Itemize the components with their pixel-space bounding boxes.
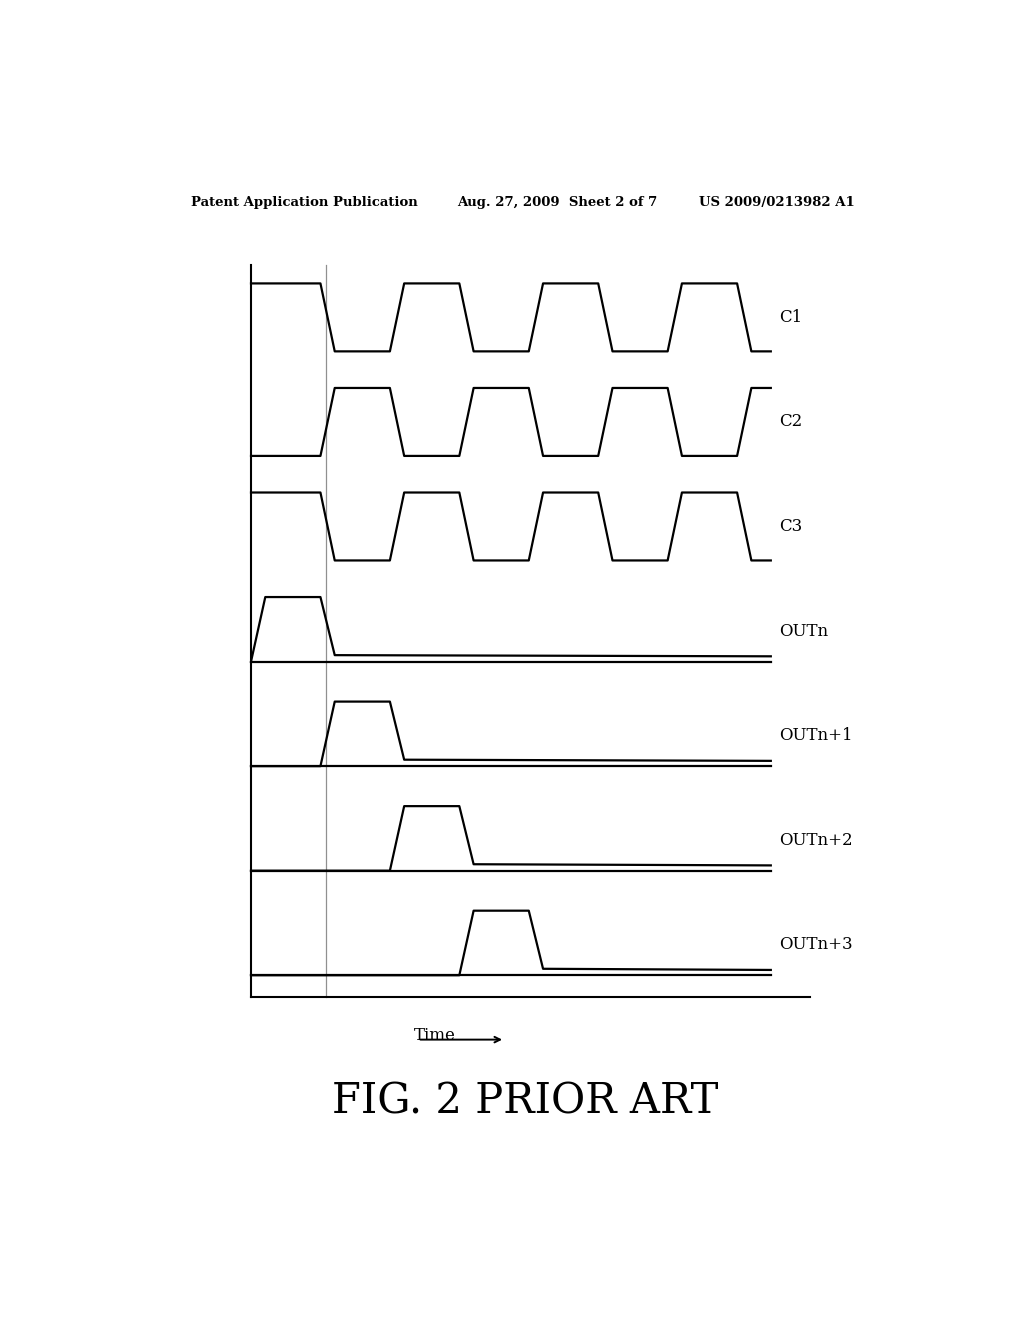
Text: FIG. 2 PRIOR ART: FIG. 2 PRIOR ART — [332, 1081, 718, 1122]
Text: C3: C3 — [779, 517, 802, 535]
Text: Patent Application Publication: Patent Application Publication — [191, 195, 418, 209]
Text: Time: Time — [414, 1027, 456, 1044]
Text: OUTn: OUTn — [779, 623, 827, 639]
Text: C2: C2 — [779, 413, 802, 430]
Text: C1: C1 — [779, 309, 802, 326]
Text: US 2009/0213982 A1: US 2009/0213982 A1 — [699, 195, 855, 209]
Text: OUTn+3: OUTn+3 — [779, 936, 852, 953]
Text: OUTn+1: OUTn+1 — [779, 727, 852, 744]
Text: OUTn+2: OUTn+2 — [779, 832, 852, 849]
Text: Aug. 27, 2009  Sheet 2 of 7: Aug. 27, 2009 Sheet 2 of 7 — [458, 195, 657, 209]
